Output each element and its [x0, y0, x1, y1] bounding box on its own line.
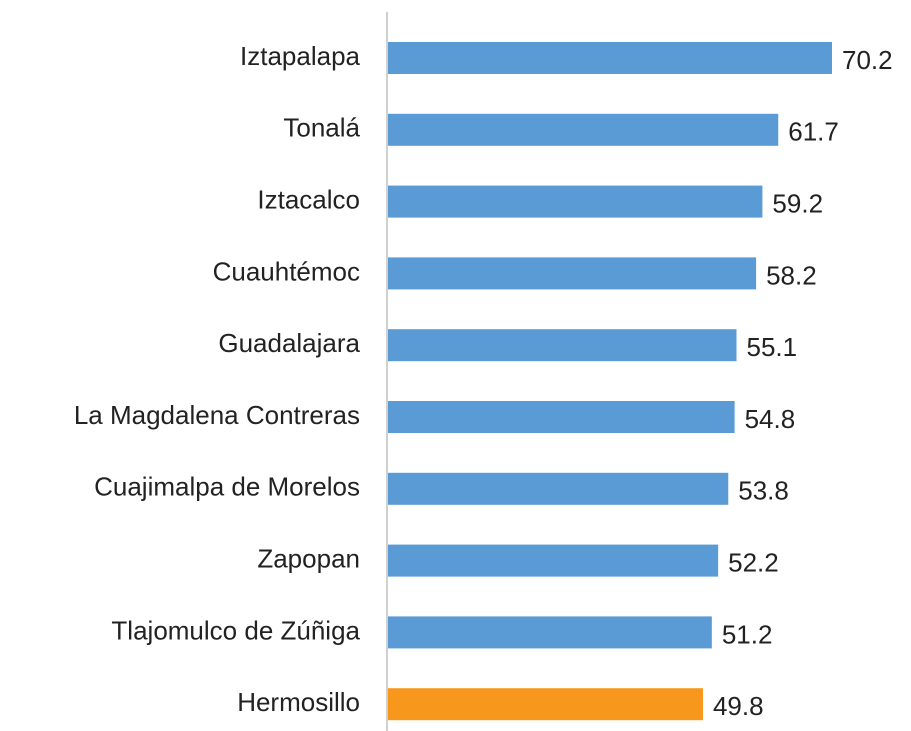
- bar: [388, 616, 712, 649]
- value-label: 61.7: [788, 117, 839, 147]
- value-label: 58.2: [766, 260, 817, 290]
- bar: [388, 329, 737, 362]
- category-label: Tonalá: [283, 113, 360, 143]
- bar: [388, 257, 757, 290]
- bar: [388, 185, 763, 218]
- category-label: Zapopan: [257, 543, 360, 573]
- value-label: 59.2: [772, 188, 823, 218]
- category-label: Cuauhtémoc: [213, 256, 360, 286]
- bar: [388, 42, 832, 74]
- category-label: Guadalajara: [218, 328, 360, 358]
- bar: [388, 688, 703, 721]
- category-label: Hermosillo: [237, 687, 360, 717]
- category-label: Tlajomulco de Zúñiga: [111, 615, 360, 645]
- bar: [388, 472, 729, 505]
- bar: [388, 544, 719, 577]
- value-label: 51.2: [722, 619, 773, 649]
- value-label: 70.2: [842, 45, 893, 75]
- bar: [388, 401, 735, 433]
- value-label: 52.2: [728, 547, 779, 577]
- value-label: 53.8: [738, 476, 789, 506]
- value-label: 54.8: [745, 404, 796, 434]
- category-label: Iztacalco: [257, 184, 360, 214]
- category-label: La Magdalena Contreras: [74, 400, 360, 430]
- bar: [388, 113, 779, 146]
- category-label: Cuajimalpa de Morelos: [94, 472, 360, 502]
- value-label: 49.8: [713, 691, 764, 721]
- category-label: Iztapalapa: [240, 41, 361, 71]
- value-label: 55.1: [746, 332, 797, 362]
